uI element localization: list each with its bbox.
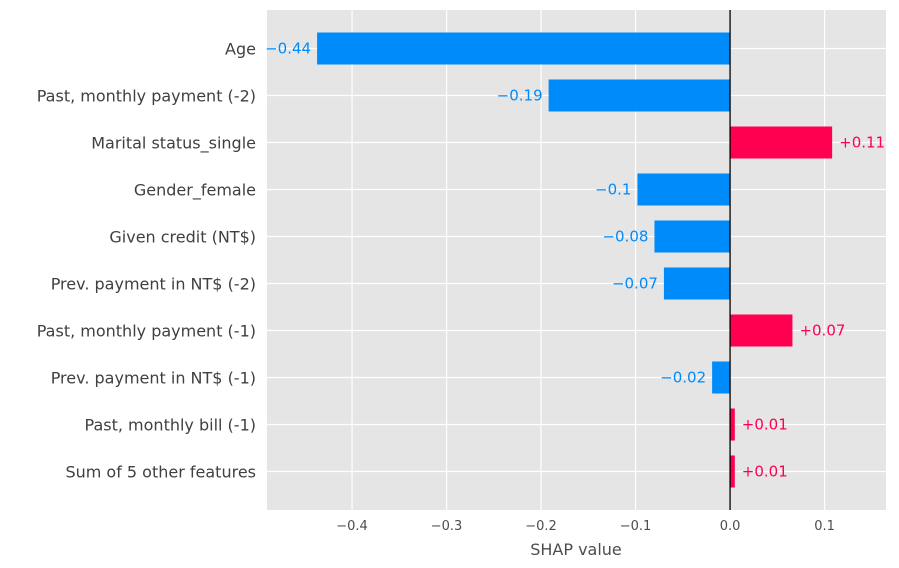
- category-label: Age: [225, 40, 256, 59]
- x-tick-label: −0.1: [620, 519, 652, 534]
- bar: [730, 455, 735, 488]
- bar-value-label: +0.01: [742, 416, 788, 434]
- category-label: Prev. payment in NT$ (-2): [51, 275, 256, 294]
- grid-lines: [267, 10, 886, 510]
- x-tick-label: 0.1: [814, 519, 835, 534]
- category-label: Marital status_single: [91, 134, 256, 154]
- bar: [663, 267, 731, 300]
- bar-value-label: +0.01: [742, 463, 788, 481]
- bar-value-label: −0.08: [602, 228, 648, 246]
- bar-value-label: −0.1: [595, 181, 631, 199]
- bar: [654, 220, 731, 253]
- bar-value-label: −0.19: [497, 87, 543, 105]
- bar-value-label: −0.07: [612, 275, 658, 293]
- category-label: Gender_female: [134, 181, 256, 201]
- category-label: Past, monthly payment (-2): [37, 87, 256, 106]
- bar-value-label: +0.11: [839, 134, 885, 152]
- category-label: Sum of 5 other features: [65, 463, 256, 482]
- category-label: Past, monthly payment (-1): [37, 322, 256, 341]
- bar: [637, 173, 731, 206]
- bar-value-label: −0.02: [660, 369, 706, 387]
- bars: [317, 32, 833, 488]
- bar: [317, 32, 731, 65]
- bar-value-label: +0.07: [799, 322, 845, 340]
- bar: [730, 408, 735, 441]
- value-labels: −0.44 −0.19 +0.11 −0.1 −0.08 −0.07 +0.07 −0.02 +…: [265, 40, 885, 481]
- x-tick-label: −0.3: [431, 519, 463, 534]
- category-labels: Age Past, monthly payment (-2) Marital sta…: [37, 40, 256, 482]
- x-tick-label: −0.4: [336, 519, 368, 534]
- category-label: Given credit (NT$): [109, 228, 256, 247]
- category-label: Prev. payment in NT$ (-1): [51, 369, 256, 388]
- bar-value-label: −0.44: [265, 40, 311, 58]
- category-label: Past, monthly bill (-1): [85, 416, 256, 435]
- x-tick-label: 0.0: [720, 519, 741, 534]
- bar: [712, 361, 731, 394]
- bar: [730, 126, 833, 159]
- bar: [548, 79, 731, 112]
- bar: [730, 314, 793, 347]
- x-axis-label: SHAP value: [530, 540, 622, 559]
- x-tick-labels: −0.4 −0.3 −0.2 −0.1 0.0 0.1: [336, 519, 835, 534]
- x-tick-label: −0.2: [525, 519, 557, 534]
